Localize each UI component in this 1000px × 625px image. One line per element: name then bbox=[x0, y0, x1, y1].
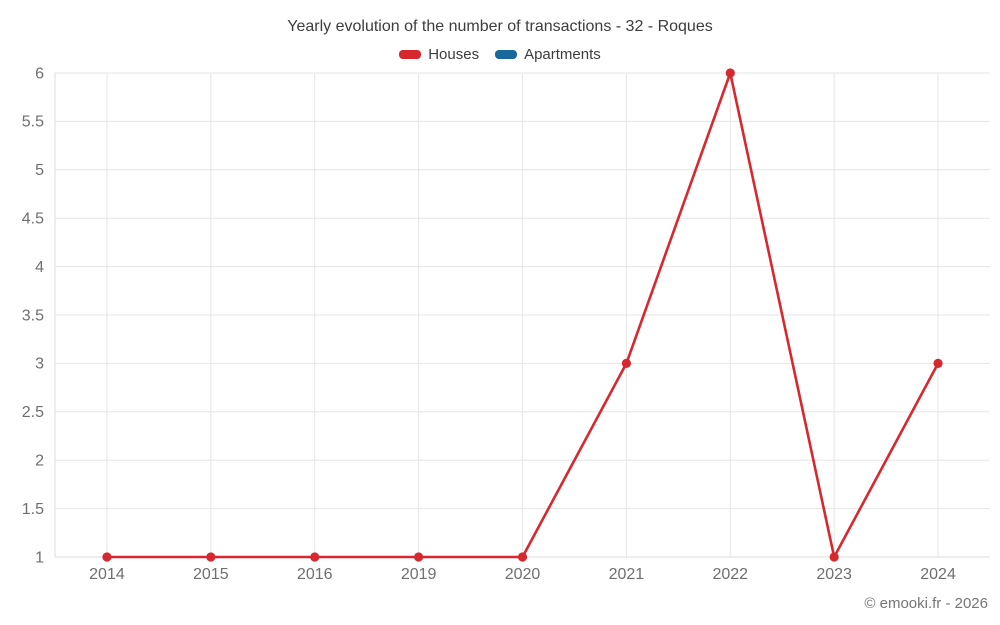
x-axis-tick-label: 2015 bbox=[193, 566, 229, 583]
x-axis-tick-label: 2021 bbox=[609, 566, 645, 583]
data-point[interactable] bbox=[621, 358, 631, 368]
data-point[interactable] bbox=[933, 358, 943, 368]
y-axis-tick-label: 6 bbox=[35, 65, 44, 82]
data-point[interactable] bbox=[829, 552, 839, 562]
y-axis-tick-label: 3 bbox=[35, 356, 44, 373]
apartments-series-swatch-icon bbox=[495, 50, 518, 59]
y-axis-tick-label: 2.5 bbox=[22, 404, 44, 421]
x-axis-tick-label: 2019 bbox=[401, 566, 437, 583]
legend: Houses Apartments bbox=[0, 46, 1000, 63]
houses-series-swatch-icon bbox=[399, 50, 422, 59]
y-axis-tick-label: 4 bbox=[35, 259, 44, 276]
data-point[interactable] bbox=[102, 552, 112, 562]
y-axis-tick-label: 3.5 bbox=[22, 307, 44, 324]
y-axis-tick-label: 4.5 bbox=[22, 210, 44, 227]
y-axis-tick-label: 5.5 bbox=[22, 114, 44, 131]
legend-label-apartments: Apartments bbox=[524, 46, 601, 63]
x-axis-tick-label: 2024 bbox=[920, 566, 956, 583]
copyright: © emooki.fr - 2026 bbox=[864, 595, 988, 612]
legend-item-houses[interactable]: Houses bbox=[399, 46, 479, 63]
data-point[interactable] bbox=[310, 552, 320, 562]
y-axis-tick-label: 1 bbox=[35, 549, 44, 566]
legend-label-houses: Houses bbox=[428, 46, 480, 63]
x-axis-tick-label: 2022 bbox=[712, 566, 748, 583]
y-axis-tick-label: 2 bbox=[35, 452, 44, 469]
x-axis-tick-label: 2014 bbox=[89, 566, 125, 583]
data-point[interactable] bbox=[725, 68, 735, 78]
x-axis-tick-label: 2020 bbox=[505, 566, 541, 583]
x-axis-tick-label: 2023 bbox=[816, 566, 852, 583]
data-point[interactable] bbox=[414, 552, 424, 562]
legend-item-apartments[interactable]: Apartments bbox=[495, 46, 601, 63]
x-axis-tick-label: 2016 bbox=[297, 566, 333, 583]
chart-title: Yearly evolution of the number of transa… bbox=[287, 18, 713, 35]
data-point[interactable] bbox=[517, 552, 528, 562]
data-point[interactable] bbox=[206, 552, 216, 562]
y-axis-tick-label: 5 bbox=[35, 162, 44, 179]
y-axis-tick-label: 1.5 bbox=[22, 501, 44, 518]
